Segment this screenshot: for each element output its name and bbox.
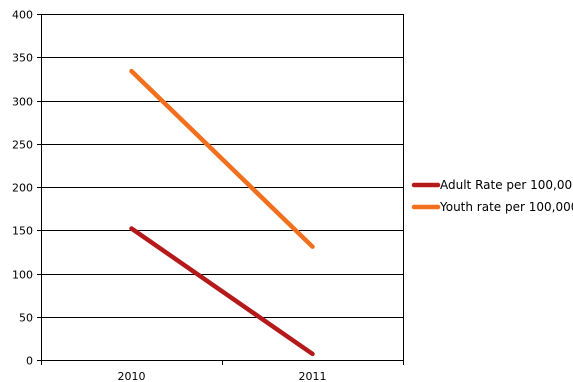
y-tick-label: 400 (12, 9, 33, 22)
legend-label: Adult Rate per 100,000 (440, 178, 573, 192)
y-axis-tick-labels: 0 50 100 150 200 250 300 350 400 (12, 9, 33, 368)
grid (37, 14, 404, 365)
y-tick-label: 250 (12, 139, 33, 152)
y-tick-label: 200 (12, 182, 33, 195)
x-tick-label: 2011 (299, 370, 327, 382)
y-tick-label: 100 (12, 269, 33, 282)
y-tick-label: 300 (12, 96, 33, 109)
plot-area-frame (41, 14, 404, 361)
series-line-0 (129, 226, 315, 357)
x-tick-label: 2010 (118, 370, 146, 382)
x-axis-tick-labels: 2010 2011 (118, 370, 327, 382)
y-tick-label: 50 (19, 312, 33, 325)
series-line-1 (129, 68, 315, 249)
y-tick-label: 350 (12, 52, 33, 65)
series-lines (129, 68, 315, 357)
y-tick-label: 150 (12, 225, 33, 238)
legend: Adult Rate per 100,000 Youth rate per 100… (411, 178, 573, 214)
y-tick-label: 0 (26, 355, 33, 368)
legend-label: Youth rate per 100,000 (439, 200, 573, 214)
